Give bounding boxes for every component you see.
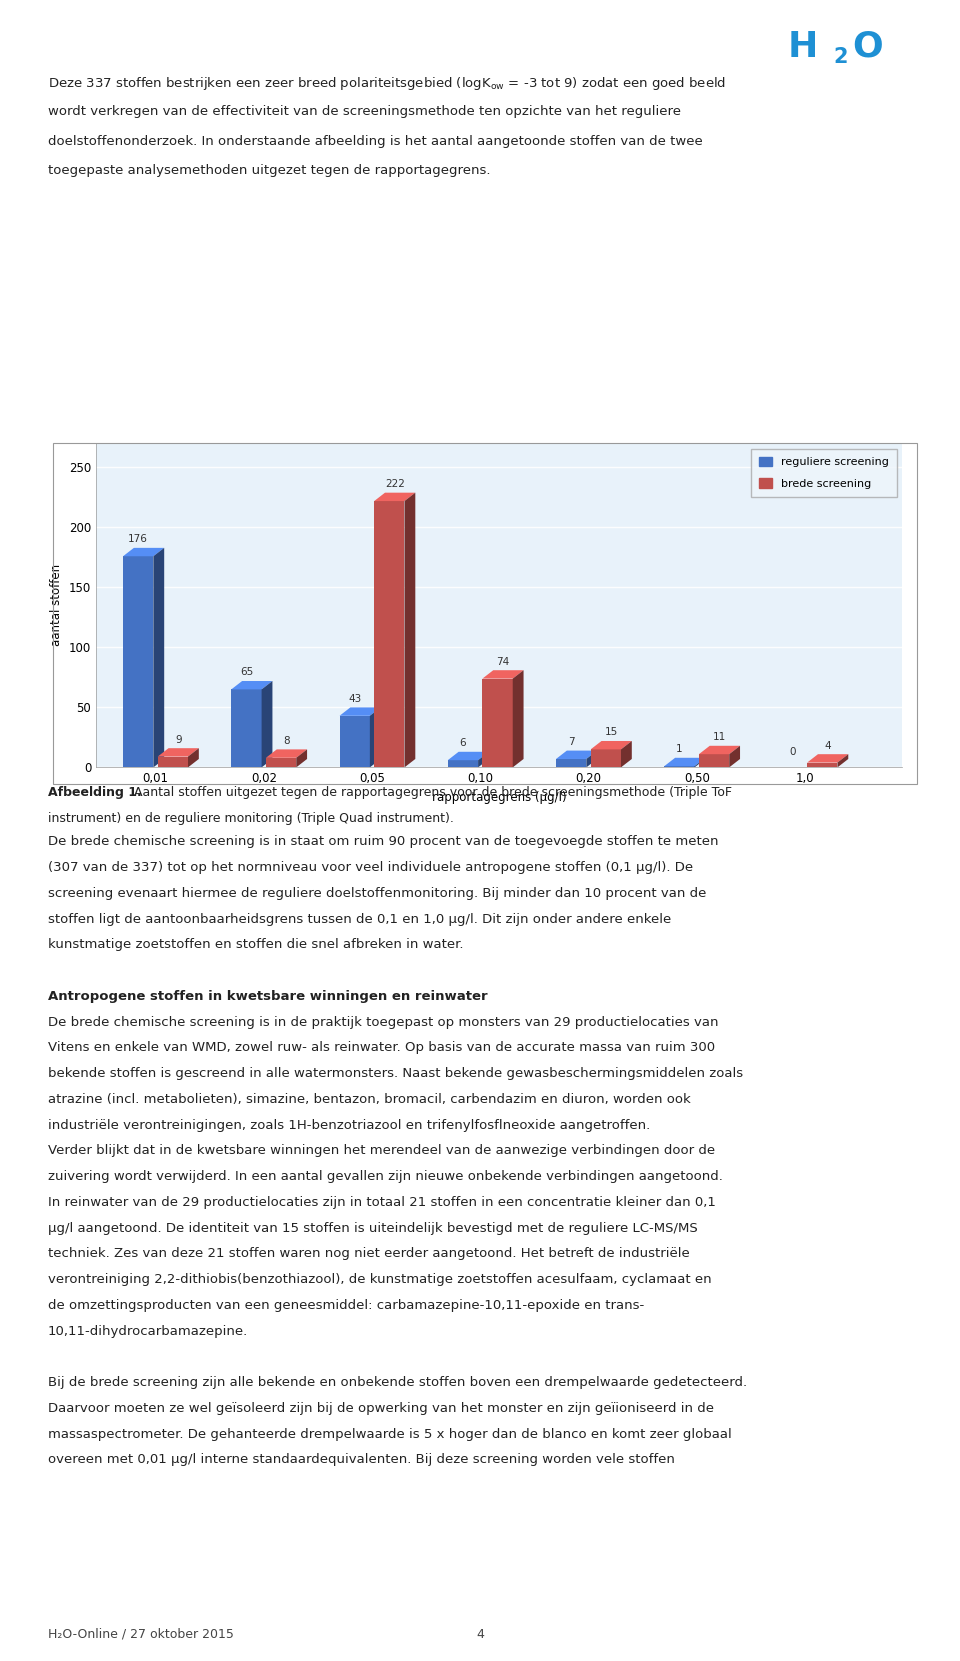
Polygon shape	[478, 752, 489, 767]
Text: Afbeelding 1.: Afbeelding 1.	[48, 786, 142, 799]
Text: 4: 4	[476, 1628, 484, 1641]
Polygon shape	[154, 548, 164, 767]
Polygon shape	[483, 669, 523, 679]
Polygon shape	[513, 669, 523, 767]
Polygon shape	[621, 741, 632, 767]
X-axis label: rapportagegrens (µg/l): rapportagegrens (µg/l)	[432, 791, 566, 804]
Text: wordt verkregen van de effectiviteit van de screeningsmethode ten opzichte van h: wordt verkregen van de effectiviteit van…	[48, 105, 681, 118]
Text: 10,11-dihydrocarbamazepine.: 10,11-dihydrocarbamazepine.	[48, 1325, 249, 1337]
Text: de omzettingsproducten van een geneesmiddel: carbamazepine-10,11-epoxide en tran: de omzettingsproducten van een geneesmid…	[48, 1299, 644, 1312]
Polygon shape	[266, 757, 297, 767]
Polygon shape	[297, 749, 307, 767]
Text: Antropogene stoffen in kwetsbare winningen en reinwater: Antropogene stoffen in kwetsbare winning…	[48, 990, 488, 1003]
Polygon shape	[266, 749, 307, 757]
Polygon shape	[340, 708, 381, 716]
Polygon shape	[590, 741, 632, 749]
Polygon shape	[231, 681, 273, 689]
Text: 0: 0	[790, 746, 797, 756]
Text: µg/l aangetoond. De identiteit van 15 stoffen is uiteindelijk bevestigd met de r: µg/l aangetoond. De identiteit van 15 st…	[48, 1222, 698, 1234]
Text: 176: 176	[129, 535, 148, 545]
Polygon shape	[699, 754, 730, 767]
Text: stoffen ligt de aantoonbaarheidsgrens tussen de 0,1 en 1,0 µg/l. Dit zijn onder : stoffen ligt de aantoonbaarheidsgrens tu…	[48, 912, 671, 925]
Text: Vitens en enkele van WMD, zowel ruw- als reinwater. Op basis van de accurate mas: Vitens en enkele van WMD, zowel ruw- als…	[48, 1041, 715, 1055]
Text: industriële verontreinigingen, zoals 1H-benzotriazool en trifenylfosflneoxide aa: industriële verontreinigingen, zoals 1H-…	[48, 1120, 650, 1131]
Polygon shape	[807, 754, 849, 762]
Polygon shape	[730, 746, 740, 767]
Polygon shape	[262, 681, 273, 767]
Text: Verder blijkt dat in de kwetsbare winningen het merendeel van de aanwezige verbi: Verder blijkt dat in de kwetsbare winnin…	[48, 1144, 715, 1158]
Polygon shape	[807, 762, 837, 767]
Polygon shape	[664, 757, 706, 766]
Polygon shape	[404, 493, 416, 767]
Text: massaspectrometer. De gehanteerde drempelwaarde is 5 x hoger dan de blanco en ko: massaspectrometer. De gehanteerde drempe…	[48, 1427, 732, 1440]
Polygon shape	[188, 747, 199, 767]
Text: 65: 65	[240, 668, 253, 678]
Polygon shape	[157, 747, 199, 756]
Polygon shape	[556, 751, 597, 759]
Text: 222: 222	[385, 478, 405, 488]
Legend: reguliere screening, brede screening: reguliere screening, brede screening	[751, 448, 897, 497]
Text: Aantal stoffen uitgezet tegen de rapportagegrens voor de brede screeningsmethode: Aantal stoffen uitgezet tegen de rapport…	[130, 786, 732, 799]
Text: 15: 15	[605, 728, 618, 737]
Polygon shape	[587, 751, 597, 767]
Polygon shape	[123, 548, 164, 556]
Polygon shape	[699, 746, 740, 754]
Text: 7: 7	[568, 737, 574, 747]
Polygon shape	[590, 749, 621, 767]
Text: overeen met 0,01 µg/l interne standaardequivalenten. Bij deze screening worden v: overeen met 0,01 µg/l interne standaarde…	[48, 1453, 675, 1467]
Text: 11: 11	[713, 733, 726, 742]
Text: 74: 74	[496, 656, 510, 666]
Polygon shape	[340, 716, 370, 767]
Text: 9: 9	[175, 734, 181, 744]
Polygon shape	[374, 502, 404, 767]
Polygon shape	[231, 689, 262, 767]
Polygon shape	[447, 761, 478, 767]
Text: kunstmatige zoetstoffen en stoffen die snel afbreken in water.: kunstmatige zoetstoffen en stoffen die s…	[48, 938, 464, 952]
Polygon shape	[447, 752, 489, 761]
Text: Deze 337 stoffen bestrijken een zeer breed polariteitsgebied (logK$_{\mathregula: Deze 337 stoffen bestrijken een zeer bre…	[48, 75, 726, 91]
Text: H₂O-Online / 27 oktober 2015: H₂O-Online / 27 oktober 2015	[48, 1628, 234, 1641]
Text: De brede chemische screening is in staat om ruim 90 procent van de toegevoegde s: De brede chemische screening is in staat…	[48, 835, 718, 849]
Text: 6: 6	[460, 737, 467, 747]
Y-axis label: aantal stoffen: aantal stoffen	[50, 565, 63, 646]
Text: bekende stoffen is gescreend in alle watermonsters. Naast bekende gewasbeschermi: bekende stoffen is gescreend in alle wat…	[48, 1068, 743, 1080]
Polygon shape	[123, 556, 154, 767]
Text: 2: 2	[833, 47, 848, 66]
Text: 43: 43	[348, 694, 361, 704]
Polygon shape	[556, 759, 587, 767]
Text: techniek. Zes van deze 21 stoffen waren nog niet eerder aangetoond. Het betreft : techniek. Zes van deze 21 stoffen waren …	[48, 1247, 689, 1261]
Text: doelstoffenonderzoek. In onderstaande afbeelding is het aantal aangetoonde stoff: doelstoffenonderzoek. In onderstaande af…	[48, 135, 703, 148]
Text: H: H	[787, 30, 818, 63]
Polygon shape	[837, 754, 849, 767]
Text: toegepaste analysemethoden uitgezet tegen de rapportagegrens.: toegepaste analysemethoden uitgezet tege…	[48, 164, 491, 178]
Text: 4: 4	[825, 741, 831, 751]
Text: screening evenaart hiermee de reguliere doelstoffenmonitoring. Bij minder dan 10: screening evenaart hiermee de reguliere …	[48, 887, 707, 900]
Text: Bij de brede screening zijn alle bekende en onbekende stoffen boven een drempelw: Bij de brede screening zijn alle bekende…	[48, 1375, 747, 1389]
Text: O: O	[852, 30, 883, 63]
Text: In reinwater van de 29 productielocaties zijn in totaal 21 stoffen in een concen: In reinwater van de 29 productielocaties…	[48, 1196, 716, 1209]
Text: verontreiniging 2,2-dithiobis(benzothiazool), de kunstmatige zoetstoffen acesulf: verontreiniging 2,2-dithiobis(benzothiaz…	[48, 1274, 711, 1286]
Polygon shape	[695, 757, 706, 767]
Text: De brede chemische screening is in de praktijk toegepast op monsters van 29 prod: De brede chemische screening is in de pr…	[48, 1015, 718, 1028]
Polygon shape	[157, 756, 188, 767]
Text: Daarvoor moeten ze wel geïsoleerd zijn bij de opwerking van het monster en zijn : Daarvoor moeten ze wel geïsoleerd zijn b…	[48, 1402, 714, 1415]
Text: 1: 1	[676, 744, 683, 754]
Polygon shape	[370, 708, 381, 767]
Text: zuivering wordt verwijderd. In een aantal gevallen zijn nieuwe onbekende verbind: zuivering wordt verwijderd. In een aanta…	[48, 1169, 723, 1183]
Polygon shape	[374, 493, 416, 502]
Text: atrazine (incl. metabolieten), simazine, bentazon, bromacil, carbendazim en diur: atrazine (incl. metabolieten), simazine,…	[48, 1093, 691, 1106]
Polygon shape	[483, 679, 513, 767]
Text: (307 van de 337) tot op het normniveau voor veel individuele antropogene stoffen: (307 van de 337) tot op het normniveau v…	[48, 860, 693, 874]
Text: instrument) en de reguliere monitoring (Triple Quad instrument).: instrument) en de reguliere monitoring (…	[48, 812, 454, 826]
Text: 8: 8	[283, 736, 290, 746]
